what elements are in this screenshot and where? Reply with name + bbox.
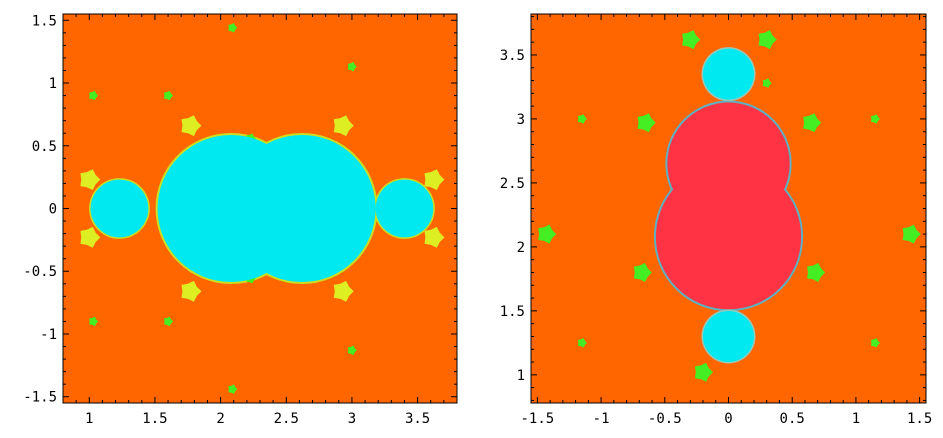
y-tick-label: 1 (517, 368, 525, 384)
yellow-bud (424, 226, 445, 248)
green-speck (89, 90, 99, 101)
side-disc (375, 179, 434, 238)
x-tick-label: -1.5 (521, 411, 555, 427)
y-tick-label: 0 (49, 202, 57, 218)
yellow-bud (333, 115, 354, 137)
green-bud (682, 30, 701, 50)
green-speck (347, 345, 357, 356)
x-tick-label: 3.5 (405, 411, 430, 427)
green-bud (803, 113, 822, 133)
y-tick-label: 3 (517, 112, 525, 128)
green-speck (164, 316, 174, 327)
y-tick-label: 1.5 (32, 13, 57, 29)
y-tick-label: 0.5 (32, 139, 57, 155)
y-tick-label: 3.5 (500, 48, 525, 64)
green-speck (164, 90, 174, 101)
chart-panel-right: -1.5 -1 -0.5 0 0.5 1 1.5 1 1.5 2 2.5 3 3.5 (500, 13, 932, 427)
y-tick-label: -1 (40, 327, 57, 343)
green-speck (762, 78, 772, 88)
y-tick-label: -1.5 (23, 390, 57, 406)
yellow-bud (80, 226, 101, 248)
chart-panel-left: 1 1.5 2 2.5 3 3.5 -1.5 -1 -0.5 0 0.5 1 1.5 (23, 13, 458, 427)
y-tick-label: 2.5 (500, 176, 525, 192)
green-speck (347, 61, 357, 72)
x-tick-label: 2.5 (274, 411, 299, 427)
x-tick-label: 0.5 (780, 411, 805, 427)
yellow-bud (424, 169, 445, 191)
plot-area (63, 14, 457, 403)
x-tick-label: 0 (724, 411, 732, 427)
green-speck (577, 114, 587, 124)
green-bud (902, 224, 921, 244)
x-tick-label: 1 (85, 411, 93, 427)
x-tick-label: -0.5 (648, 411, 682, 427)
green-bud (538, 224, 557, 244)
x-tick-label: 2 (216, 411, 224, 427)
x-tick-label: 1.5 (907, 411, 932, 427)
yellow-bud (181, 115, 202, 137)
plot-area (531, 14, 926, 403)
green-bud (807, 263, 826, 282)
yellow-bud (333, 280, 354, 302)
cyan-disc (703, 310, 754, 362)
green-bud (633, 263, 652, 282)
main-disc (655, 164, 802, 310)
yellow-bud (181, 280, 202, 302)
side-disc (90, 179, 149, 238)
y-tick-label: 1 (49, 76, 57, 92)
main-disc (228, 134, 376, 283)
x-tick-label: 3 (348, 411, 356, 427)
green-speck (871, 114, 880, 124)
x-tick-label: 1 (852, 411, 860, 427)
green-bud (694, 362, 713, 382)
y-tick-label: -0.5 (23, 264, 57, 280)
x-tick-label: 1.5 (142, 411, 167, 427)
green-speck (577, 338, 587, 348)
green-bud (637, 113, 656, 133)
green-speck (871, 338, 880, 348)
yellow-bud (80, 169, 101, 191)
y-tick-label: 2 (517, 240, 525, 256)
cyan-disc (703, 48, 754, 100)
x-tick-label: -1 (593, 411, 610, 427)
green-speck (89, 316, 99, 327)
green-speck (228, 384, 238, 394)
green-bud (758, 30, 777, 50)
y-tick-label: 1.5 (500, 304, 525, 320)
green-speck (228, 23, 238, 33)
